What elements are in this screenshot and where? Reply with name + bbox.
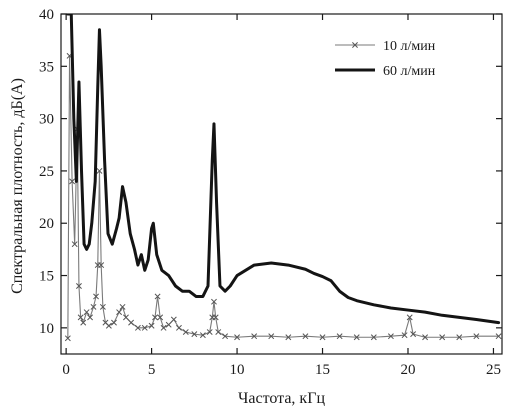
data-point-marker [134,324,141,331]
data-point-marker [422,334,429,341]
y-tick-label: 15 [39,269,54,285]
legend-label-ten-lpm: 10 л/мин [383,39,436,54]
series-ten-lpm [64,52,502,342]
data-point-marker [473,333,480,340]
data-point-marker [80,319,87,326]
x-tick-label: 25 [486,362,501,378]
data-point-marker [495,333,502,340]
data-point-marker [406,314,413,321]
data-point-marker [410,331,417,338]
data-point-marker [165,321,172,328]
data-point-marker [170,316,177,323]
data-point-marker [215,329,222,335]
data-point-marker [387,333,394,340]
x-tick-label: 15 [315,362,330,378]
data-point-marker [336,333,343,340]
data-point-marker [251,333,258,340]
x-tick-label: 20 [400,362,415,378]
data-point-marker [157,314,164,321]
x-axis-title: Частота, кГц [238,390,325,407]
series-sixty-lpm [66,14,501,325]
data-point-marker [211,298,217,305]
y-tick-label: 10 [39,321,54,337]
y-tick-label: 25 [39,164,54,180]
legend-label-sixty-lpm: 60 л/мин [383,64,436,79]
data-point-marker [105,322,112,329]
data-point-marker [77,314,84,321]
data-point-marker [93,293,99,300]
data-point-marker [302,333,309,340]
data-point-marker [319,334,326,341]
data-point-marker [148,322,155,329]
data-point-marker [69,178,76,185]
data-point-marker [111,319,117,326]
data-point-marker [182,329,189,335]
data-point-marker [87,314,94,321]
data-point-marker [206,329,213,335]
data-point-marker [191,331,198,338]
data-point-marker [285,334,292,341]
y-tick-label: 20 [39,216,54,232]
x-tick-label: 5 [148,362,156,378]
y-axis-title: Спектральная плотность, дБ(А) [9,78,26,294]
data-point-marker [119,303,126,310]
data-point-marker [370,334,377,341]
y-axis: 10 15 20 25 30 35 40 [39,7,502,337]
data-point-marker [154,293,161,300]
data-point-marker [99,303,106,310]
plot-frame [60,13,503,355]
data-point-marker [268,333,275,340]
data-point-marker [141,324,148,331]
legend: 10 л/мин 60 л/мин [335,39,436,79]
series-line [67,55,499,339]
data-point-marker [222,333,229,340]
data-point-marker [96,167,103,174]
y-tick-label: 40 [39,7,54,23]
data-point-marker [234,334,241,341]
y-tick-label: 30 [39,112,54,128]
legend-marker-ten-lpm [352,42,358,48]
x-axis: 0 5 10 15 20 25 [62,14,501,378]
data-point-marker [199,332,206,339]
data-point-marker [98,262,105,269]
data-point-marker [64,335,71,342]
data-point-marker [75,283,82,289]
data-point-marker [71,241,78,248]
series-line [66,14,501,325]
data-point-marker [456,334,463,341]
data-point-marker [175,324,182,331]
y-tick-label: 35 [39,59,54,75]
x-tick-label: 0 [62,362,70,378]
x-tick-label: 10 [230,362,245,378]
data-point-marker [128,319,135,326]
series-layer [64,14,502,342]
data-point-marker [353,334,360,341]
data-point-marker [439,334,446,341]
data-point-marker [160,324,167,331]
data-point-marker [401,332,408,339]
data-point-marker [83,309,90,316]
data-point-marker [152,314,158,321]
data-point-marker [212,314,219,321]
plot-border [60,13,503,355]
data-point-marker [122,314,129,321]
data-point-marker [90,303,97,310]
data-point-marker [116,309,123,316]
